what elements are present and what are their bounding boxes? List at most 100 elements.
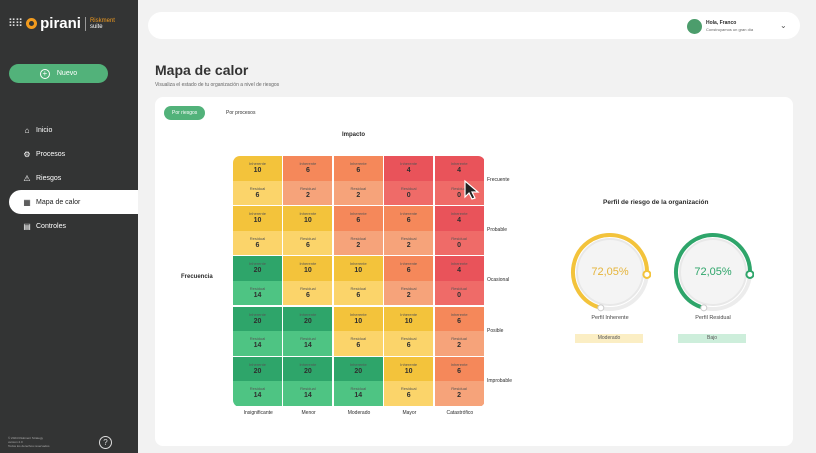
residual-value: 6 bbox=[406, 392, 411, 400]
row-label: Probable bbox=[487, 227, 508, 234]
heatmap-cell[interactable]: Inherente 10 Residual 6 bbox=[233, 156, 282, 205]
inherent-label: Inherente bbox=[400, 161, 418, 166]
new-button-label: Nuevo bbox=[56, 70, 78, 77]
inherent-half: Inherente 4 bbox=[434, 206, 484, 231]
avatar[interactable] bbox=[687, 19, 702, 34]
heatmap-cell[interactable]: Inherente 4 Residual 0 bbox=[384, 156, 434, 205]
inherent-value: 6 bbox=[406, 267, 411, 275]
residual-label: Residual bbox=[350, 386, 367, 392]
heatmap-cell[interactable]: Inherente 20 Residual 14 bbox=[233, 256, 282, 306]
inherent-label: Inherente bbox=[349, 261, 367, 267]
inherent-label: Inherente bbox=[450, 161, 468, 166]
tab-por-procesos[interactable]: Por procesos bbox=[226, 110, 256, 116]
heatmap-cell[interactable]: Inherente 6 Residual 2 bbox=[333, 156, 383, 205]
column-label: Menor bbox=[301, 410, 316, 416]
heatmap-cell[interactable]: Inherente 20 Residual 14 bbox=[333, 356, 383, 406]
inherent-value: 20 bbox=[303, 367, 312, 375]
heatmap-cell[interactable]: Inherente 6 Residual 2 bbox=[434, 356, 484, 406]
inherent-label: Inherente bbox=[299, 211, 317, 217]
heatmap-cell[interactable]: Inherente 20 Residual 14 bbox=[283, 356, 333, 406]
sidebar-item-mapa-de-calor[interactable]: ▦ Mapa de calor bbox=[9, 190, 138, 214]
residual-value: 0 bbox=[457, 241, 462, 249]
heatmap-cell[interactable]: Inherente 10 Residual 6 bbox=[333, 256, 383, 306]
heatmap-cell[interactable]: Inherente 6 Residual 2 bbox=[384, 256, 434, 306]
heatmap-cell[interactable]: Inherente 6 Residual 2 bbox=[434, 306, 484, 356]
residual-label: Residual bbox=[249, 185, 266, 191]
brand-logo[interactable]: ⠿⠿ pirani Riskment suite bbox=[8, 15, 115, 32]
inherent-half: Inherente 10 bbox=[384, 306, 434, 332]
heatmap-cell[interactable]: Inherente 20 Residual 14 bbox=[283, 306, 333, 356]
heatmap-cell[interactable]: Inherente 4 Residual 0 bbox=[434, 206, 484, 256]
inherent-value: 10 bbox=[404, 367, 413, 375]
residual-label: Residual bbox=[300, 285, 316, 291]
sidebar-item-procesos[interactable]: ⚙ Procesos bbox=[0, 142, 138, 166]
residual-value: 0 bbox=[457, 191, 462, 199]
residual-value: 2 bbox=[305, 191, 310, 199]
sidebar-item-inicio[interactable]: ⌂ Inicio bbox=[0, 118, 138, 142]
column-label: Moderado bbox=[347, 410, 371, 416]
inherent-half: Inherente 6 bbox=[434, 356, 484, 382]
column-label: Mayor bbox=[402, 410, 417, 416]
footer-line: © 2024 Riskment Strategy bbox=[8, 436, 44, 440]
sidebar-item-riesgos[interactable]: ⚠ Riesgos bbox=[0, 166, 138, 190]
inherent-label: Inherente bbox=[349, 311, 367, 317]
inherent-value: 4 bbox=[457, 217, 462, 225]
inherent-label: Inherente bbox=[249, 311, 266, 317]
heatmap-cell[interactable]: Inherente 10 Residual 6 bbox=[233, 206, 282, 256]
heatmap-cell[interactable]: Inherente 6 Residual 2 bbox=[384, 206, 434, 256]
heatmap-cell[interactable]: Inherente 6 Residual 2 bbox=[333, 206, 383, 256]
top-bar bbox=[148, 12, 800, 39]
residual-label: Residual bbox=[300, 235, 316, 241]
heatmap-cell[interactable]: Inherente 6 Residual 2 bbox=[283, 156, 333, 205]
sidebar-item-label: Inicio bbox=[36, 126, 53, 134]
heatmap-cell[interactable]: Inherente 20 Residual 14 bbox=[233, 306, 282, 356]
heatmap-cell[interactable]: Inherente 10 Residual 6 bbox=[384, 306, 434, 356]
gauge-value: 72,05% bbox=[694, 266, 732, 278]
residual-label: Residual bbox=[451, 386, 467, 392]
residual-half: Residual 2 bbox=[333, 180, 383, 205]
help-icon[interactable]: ? bbox=[99, 436, 112, 449]
chevron-down-icon[interactable]: ⌄ bbox=[780, 21, 787, 30]
heatmap-cell[interactable]: Inherente 4 Residual 0 bbox=[434, 156, 484, 205]
gauge-ring bbox=[674, 233, 755, 312]
apps-grid-icon[interactable]: ⠿⠿ bbox=[8, 18, 23, 30]
residual-value: 0 bbox=[457, 291, 462, 299]
residual-label: Residual bbox=[451, 185, 467, 191]
residual-half: Residual 6 bbox=[333, 280, 383, 306]
inherent-label: Inherente bbox=[299, 311, 317, 317]
residual-label: Residual bbox=[400, 336, 417, 342]
heatmap-cell[interactable]: Inherente 4 Residual 0 bbox=[434, 256, 484, 306]
residual-label: Residual bbox=[300, 386, 316, 392]
inherent-value: 20 bbox=[303, 317, 312, 325]
inherent-profile-gauge: 72,05% bbox=[569, 231, 652, 313]
column-label: Insignificante bbox=[243, 410, 273, 416]
heatmap-cell[interactable]: Inherente 20 Residual 14 bbox=[233, 356, 282, 406]
gauge-label: Perfil Inherente bbox=[591, 315, 629, 321]
inherent-half: Inherente 10 bbox=[283, 256, 333, 281]
tab-por-riesgos[interactable]: Por riesgos bbox=[164, 106, 206, 120]
row-label: Ocasional bbox=[487, 277, 510, 284]
sidebar: ⠿⠿ pirani Riskment suite + Nuevo ⌂ Inici… bbox=[0, 0, 138, 453]
residual-half: Residual 2 bbox=[333, 230, 383, 256]
inherent-half: Inherente 6 bbox=[384, 206, 434, 231]
heatmap-cell[interactable]: Inherente 10 Residual 6 bbox=[283, 206, 333, 256]
residual-half: Residual 14 bbox=[233, 331, 282, 356]
residual-value: 6 bbox=[356, 291, 361, 299]
gauge-ring bbox=[571, 233, 652, 312]
residual-half: Residual 2 bbox=[434, 331, 484, 356]
sidebar-item-controles[interactable]: ▤ Controles bbox=[0, 214, 138, 238]
sidebar-footer: © 2024 Riskment Strategy version 2.0 Tod… bbox=[8, 436, 50, 448]
heatmap-cell[interactable]: Inherente 10 Residual 6 bbox=[384, 356, 434, 406]
inherent-value: 10 bbox=[354, 267, 363, 275]
inherent-label: Inherente bbox=[450, 361, 468, 367]
new-button[interactable]: + Nuevo bbox=[9, 64, 108, 83]
risk-profile-title: Perfil de riesgo de la organización bbox=[603, 199, 709, 206]
inherent-value: 6 bbox=[356, 167, 361, 174]
heatmap-cell[interactable]: Inherente 10 Residual 6 bbox=[283, 256, 333, 306]
inherent-half: Inherente 4 bbox=[434, 156, 484, 181]
logo-mark-icon bbox=[26, 18, 38, 29]
inherent-half: Inherente 6 bbox=[384, 256, 434, 281]
inherent-label: Inherente bbox=[349, 161, 367, 166]
residual-half: Residual 2 bbox=[384, 230, 434, 256]
heatmap-cell[interactable]: Inherente 10 Residual 6 bbox=[333, 306, 383, 356]
